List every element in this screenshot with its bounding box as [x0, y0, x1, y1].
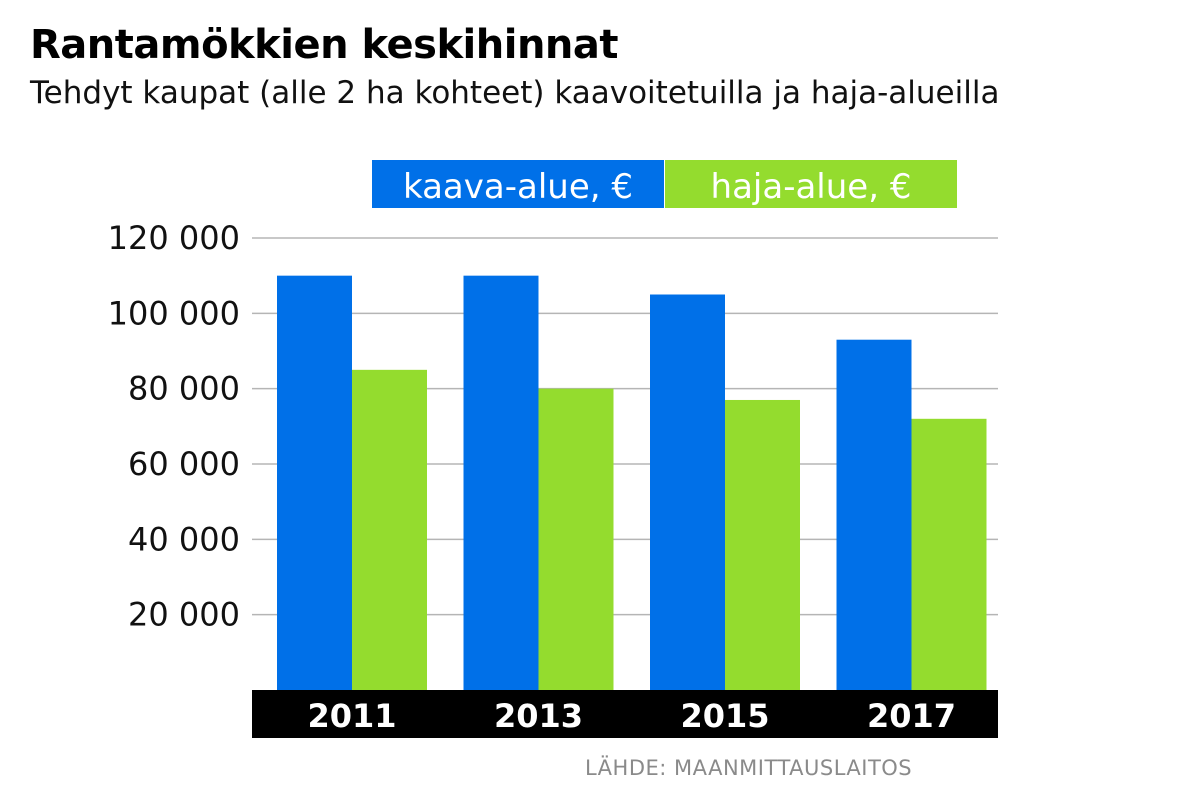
source-note: LÄHDE: MAANMITTAUSLAITOS [585, 756, 913, 780]
bar-kaava-2013 [463, 275, 539, 690]
y-tick-label: 100 000 [108, 294, 240, 332]
chart-title: Rantamökkien keskihinnat [30, 22, 619, 68]
x-tick-label: 2015 [680, 697, 769, 735]
bar-haja-2017 [911, 418, 987, 690]
y-axis-ticks: 20 000 40 000 60 000 80 000 100 000 120 000 [108, 219, 240, 634]
legend-swatch-2 [665, 160, 957, 208]
bar-kaava-2017 [836, 339, 912, 690]
y-tick-label: 20 000 [128, 596, 240, 634]
legend-label-1: kaava-alue, € [403, 167, 633, 207]
bar-haja-2013 [538, 388, 614, 690]
bar-haja-2015 [725, 399, 800, 690]
y-tick-label: 60 000 [128, 445, 240, 483]
x-axis: 2011 2013 2015 2017 [252, 690, 998, 738]
chart-legend: kaava-alue, € haja-alue, € [372, 160, 957, 208]
bar-kaava-2011 [277, 275, 352, 690]
legend-swatch-1 [372, 160, 664, 208]
x-tick-label: 2017 [867, 697, 956, 735]
y-tick-label: 120 000 [108, 219, 240, 257]
y-tick-label: 80 000 [128, 370, 240, 408]
x-axis-band [252, 690, 998, 738]
x-tick-label: 2013 [494, 697, 583, 735]
x-tick-label: 2011 [307, 697, 396, 735]
bars [277, 275, 987, 690]
legend-label-2: haja-alue, € [711, 167, 912, 207]
y-tick-label: 40 000 [128, 520, 240, 558]
bar-kaava-2015 [650, 294, 725, 690]
bar-haja-2011 [352, 369, 427, 690]
chart-subtitle: Tehdyt kaupat (alle 2 ha kohteet) kaavoi… [30, 75, 1000, 111]
